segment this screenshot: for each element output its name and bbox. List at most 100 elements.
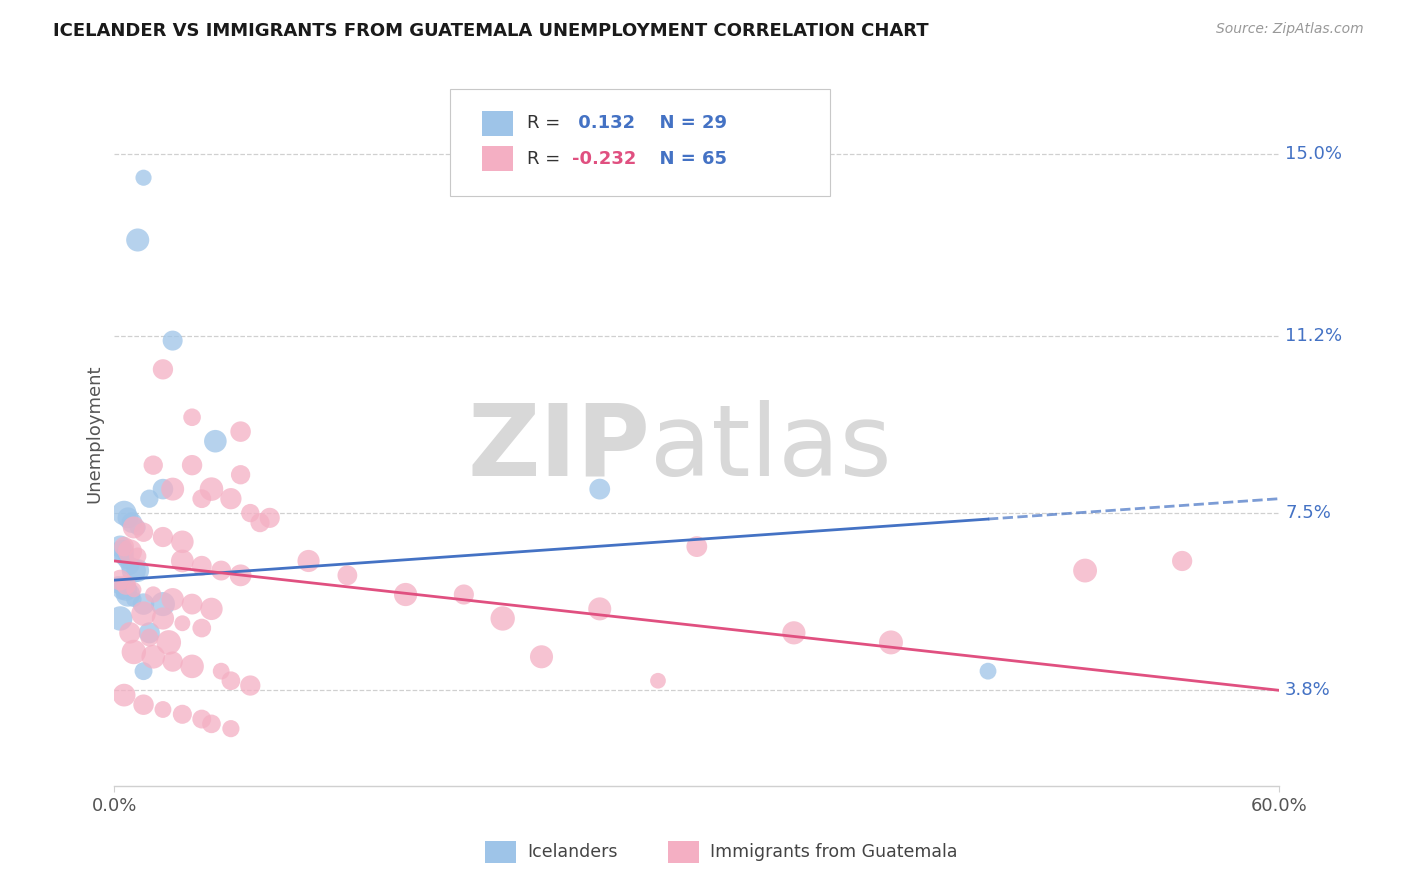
Point [138, 491, 160, 506]
Point [152, 702, 174, 716]
Point [118, 558, 141, 573]
Point [152, 597, 174, 611]
Point [229, 425, 252, 439]
Point [142, 458, 165, 472]
Point [172, 707, 194, 722]
Text: 7.5%: 7.5% [1285, 504, 1331, 522]
Point [112, 506, 135, 520]
Point [209, 564, 232, 578]
Point [191, 621, 214, 635]
Point [110, 540, 132, 554]
Point [530, 649, 553, 664]
Point [132, 525, 155, 540]
Text: atlas: atlas [650, 400, 891, 497]
Point [138, 631, 160, 645]
Point [181, 659, 204, 673]
Text: Source: ZipAtlas.com: Source: ZipAtlas.com [1216, 22, 1364, 37]
Text: N = 29: N = 29 [647, 114, 727, 132]
Point [122, 564, 145, 578]
Point [132, 698, 155, 712]
Point [138, 625, 160, 640]
Point [112, 549, 135, 564]
Point [239, 506, 262, 520]
Point [132, 664, 155, 678]
Point [121, 516, 143, 530]
Point [110, 611, 132, 625]
Point [589, 482, 612, 496]
Text: 0.132: 0.132 [572, 114, 636, 132]
Point [191, 558, 214, 573]
Point [110, 573, 132, 587]
Point [127, 233, 149, 247]
Point [229, 568, 252, 582]
Y-axis label: Unemployment: Unemployment [86, 365, 103, 503]
Point [111, 544, 134, 558]
Point [880, 635, 903, 649]
Point [172, 554, 194, 568]
Point [152, 482, 174, 496]
Point [259, 511, 281, 525]
Point [172, 534, 194, 549]
Text: ZIP: ZIP [467, 400, 650, 497]
Text: -0.232: -0.232 [572, 150, 637, 168]
Point [181, 597, 204, 611]
Point [122, 520, 145, 534]
Text: 11.2%: 11.2% [1285, 326, 1343, 345]
Point [162, 592, 184, 607]
Point [127, 564, 149, 578]
Point [219, 491, 242, 506]
Point [229, 467, 252, 482]
Point [1171, 554, 1194, 568]
Point [132, 170, 155, 185]
Point [152, 530, 174, 544]
Text: Immigrants from Guatemala: Immigrants from Guatemala [710, 843, 957, 861]
Point [200, 482, 222, 496]
Text: N = 65: N = 65 [647, 150, 727, 168]
Point [453, 587, 475, 601]
Point [111, 582, 134, 597]
Point [122, 592, 145, 607]
Point [122, 645, 145, 659]
Point [492, 611, 515, 625]
Point [127, 549, 149, 564]
Point [117, 511, 139, 525]
Point [132, 597, 155, 611]
Point [157, 635, 180, 649]
Point [142, 649, 165, 664]
Text: 15.0%: 15.0% [1285, 145, 1343, 162]
Point [117, 587, 139, 601]
Point [152, 611, 174, 625]
Point [107, 578, 129, 592]
Point [112, 688, 135, 702]
Point [191, 491, 214, 506]
Point [209, 664, 232, 678]
Point [115, 554, 138, 568]
Point [142, 587, 165, 601]
Point [181, 410, 204, 425]
Point [118, 625, 141, 640]
Point [297, 554, 319, 568]
Point [204, 434, 226, 449]
Point [219, 673, 242, 688]
Point [249, 516, 271, 530]
Point [239, 679, 262, 693]
Text: Icelanders: Icelanders [527, 843, 617, 861]
Point [115, 578, 138, 592]
Text: 3.8%: 3.8% [1285, 681, 1331, 699]
Point [118, 544, 141, 558]
Point [191, 712, 214, 726]
Point [336, 568, 359, 582]
Text: R =: R = [527, 150, 567, 168]
Point [219, 722, 242, 736]
Point [162, 655, 184, 669]
Point [172, 616, 194, 631]
Point [115, 582, 138, 597]
Point [1074, 564, 1097, 578]
Text: ICELANDER VS IMMIGRANTS FROM GUATEMALA UNEMPLOYMENT CORRELATION CHART: ICELANDER VS IMMIGRANTS FROM GUATEMALA U… [53, 22, 929, 40]
Point [589, 602, 612, 616]
Point [200, 602, 222, 616]
Point [127, 520, 149, 534]
Point [122, 582, 145, 597]
Point [977, 664, 1000, 678]
Point [112, 540, 135, 554]
